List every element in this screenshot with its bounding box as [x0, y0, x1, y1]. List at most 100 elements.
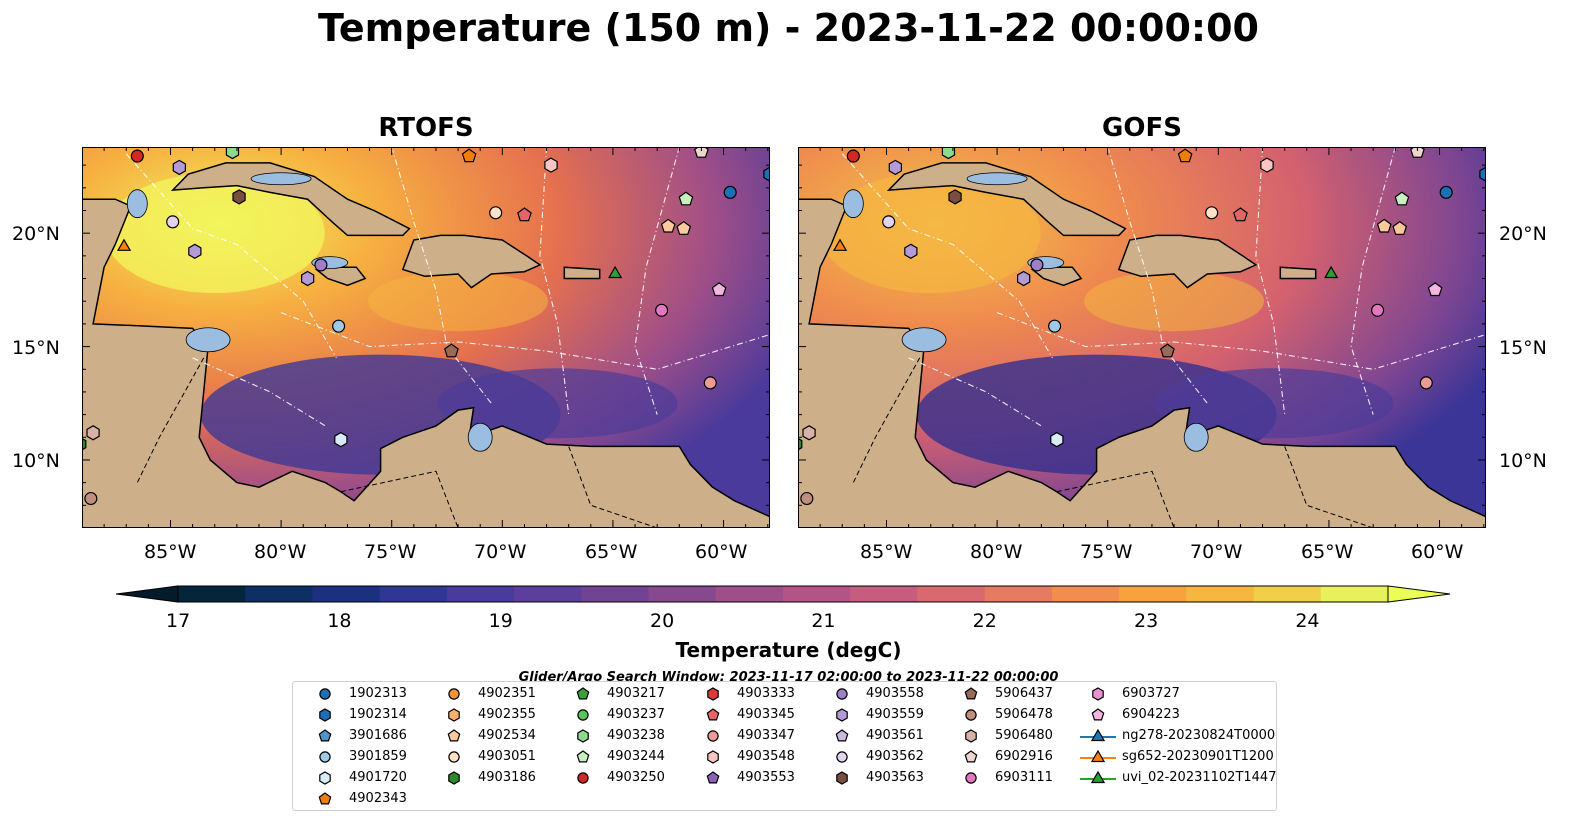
- warm-water-region-central: [1084, 271, 1265, 332]
- lat-label-10-right: 10°N: [1499, 450, 1547, 472]
- argo-marker-5906437: [444, 343, 459, 358]
- legend-label: 1902314: [349, 707, 407, 722]
- colorbar-label: Temperature (degC): [675, 638, 902, 662]
- legend-label: 4903559: [866, 707, 924, 722]
- legend: 1902313 1902314 3901686 3901859 4901720 49023…: [292, 681, 1277, 811]
- legend-label: 6904223: [1122, 707, 1180, 722]
- argo-marker-4903347: [1419, 376, 1433, 390]
- circle-icon: [319, 751, 331, 763]
- legend-label: 4903051: [478, 749, 536, 764]
- lat-label-20-left: 20°N: [12, 223, 60, 245]
- legend-marker: [836, 688, 848, 700]
- legend-marker: [1091, 708, 1105, 721]
- colorbar-segment: [1253, 586, 1322, 602]
- circle-icon: [448, 688, 460, 700]
- argo-marker-sg652: [116, 238, 132, 251]
- boundary-line: [841, 153, 1053, 359]
- shallow-shelf: [966, 172, 1028, 186]
- legend-label: 4902355: [478, 707, 536, 722]
- legend-label: 4902534: [478, 728, 536, 743]
- argo-marker-5906478: [800, 491, 814, 506]
- argo-marker-4903347: [703, 376, 717, 390]
- legend-label: 4903548: [737, 749, 795, 764]
- lon-label-60-left: 60°W: [695, 541, 748, 563]
- legend-marker: [577, 772, 589, 784]
- land-border: [1056, 470, 1175, 528]
- circle-icon: [836, 751, 848, 763]
- legend-label: 1902313: [349, 686, 407, 701]
- land-border: [568, 446, 658, 528]
- shallow-shelf: [901, 327, 947, 353]
- hexagon-icon: [448, 771, 460, 785]
- legend-label: 4903347: [737, 728, 795, 743]
- legend-marker: [707, 750, 719, 764]
- colorbar-frame: [177, 585, 1389, 603]
- legend-label: 4903558: [866, 686, 924, 701]
- colorbar-segment: [379, 586, 448, 602]
- triangle-icon: [1080, 728, 1116, 742]
- hexagon-icon: [577, 729, 589, 743]
- pentagon-icon: [1091, 708, 1105, 721]
- warm-water-region: [820, 173, 1041, 294]
- legend-label: 4903563: [866, 770, 924, 785]
- argo-marker-4903559b: [904, 243, 918, 259]
- land-border: [1284, 446, 1374, 528]
- colorbar-segment: [715, 586, 784, 602]
- circle-icon: [577, 772, 589, 784]
- legend-label: 4903333: [737, 686, 795, 701]
- circle-icon: [448, 751, 460, 763]
- lon-label-75-left: 75°W: [364, 541, 417, 563]
- lon-label-85-right: 85°W: [860, 541, 913, 563]
- argo-marker-4903244: [1394, 191, 1410, 206]
- boundary-line: [192, 357, 326, 427]
- colorbar-extend-low: [116, 585, 179, 603]
- land-hispaniola: [1117, 234, 1258, 289]
- pentagon-icon: [318, 792, 332, 805]
- shallow-shelf: [1183, 422, 1209, 452]
- colorbar-segment: [1186, 586, 1255, 602]
- colorbar-tick-label: 21: [811, 610, 836, 632]
- colorbar-segment: [312, 586, 381, 602]
- hexagon-icon: [448, 708, 460, 722]
- argo-marker-4902343: [461, 148, 477, 163]
- argo-marker-4903244: [678, 191, 694, 206]
- colorbar-segment: [648, 586, 717, 602]
- colorbar-ticks: 17 18 19 20 21 22 23 24: [0, 610, 1577, 636]
- legend-label: sg652-20230901T1200: [1122, 749, 1274, 764]
- colorbar-segment: [581, 586, 650, 602]
- land-cuba: [170, 162, 411, 237]
- land-puertorico: [563, 266, 601, 280]
- pentagon-icon: [964, 750, 978, 763]
- hexagon-icon: [836, 771, 848, 785]
- boundary-line: [1255, 147, 1286, 415]
- colorbar-tick-label: 19: [488, 610, 513, 632]
- legend-marker: [576, 687, 590, 700]
- argo-marker-4903563: [948, 189, 962, 205]
- argo-marker-4902534b: [1392, 220, 1408, 235]
- lon-label-65-left: 65°W: [585, 541, 638, 563]
- colorbar-segment: [1051, 586, 1120, 602]
- argo-marker-4903563: [232, 189, 246, 205]
- legend-label: 4901720: [349, 770, 407, 785]
- legend-marker: [319, 771, 331, 785]
- colorbar-tick-label: 20: [650, 610, 675, 632]
- shallow-shelf: [467, 422, 493, 452]
- cool-water-region-east: [437, 368, 678, 439]
- colorbar-segment: [984, 586, 1053, 602]
- legend-label: 6902916: [995, 749, 1053, 764]
- colorbar-segment: [1119, 586, 1187, 602]
- legend-label: 5906437: [995, 686, 1053, 701]
- shallow-shelf: [842, 189, 864, 219]
- legend-marker: [1090, 770, 1106, 784]
- legend-label: 4903250: [607, 770, 665, 785]
- lon-label-70-left: 70°W: [474, 541, 527, 563]
- colorbar-segment: [178, 586, 246, 602]
- colorbar: [116, 585, 1451, 603]
- boundary-line: [908, 357, 1042, 427]
- lat-label-15-right: 15°N: [1499, 337, 1547, 359]
- argo-marker-1902314: [1479, 166, 1486, 182]
- argo-marker-5906480: [86, 425, 100, 441]
- colorbar-extend-high: [1387, 585, 1451, 603]
- colorbar-segment: [1320, 586, 1389, 602]
- argo-marker-sg652: [832, 238, 848, 251]
